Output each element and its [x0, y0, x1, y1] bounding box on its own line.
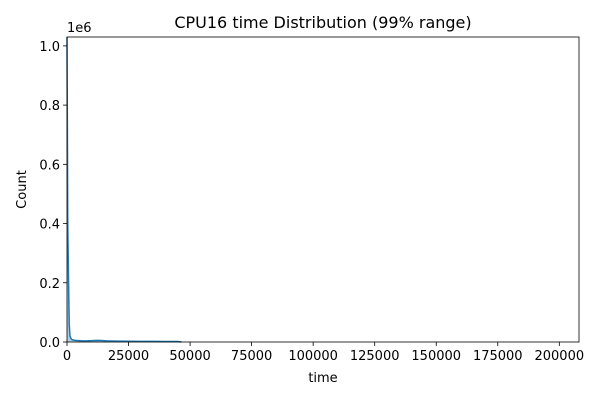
series-line — [66, 36, 182, 343]
x-tick-label: 50000 — [169, 349, 210, 364]
plot-frame — [66, 36, 580, 343]
y-axis-multiplier-label: 1e6 — [67, 21, 92, 36]
chart-title: CPU16 time Distribution (99% range) — [174, 13, 471, 32]
y-tick-label: 0.8 — [39, 99, 60, 114]
series-area-fill — [67, 37, 182, 342]
x-tick-label: 100000 — [288, 349, 338, 364]
y-tick-label: 0.6 — [39, 158, 60, 173]
x-tick-label: 150000 — [411, 349, 461, 364]
y-tick-label: 0.2 — [39, 277, 60, 292]
y-tick-label: 0.4 — [39, 218, 60, 233]
y-axis-label: Count — [15, 170, 30, 209]
x-axis-label: time — [308, 371, 337, 386]
y-tick-label: 0.0 — [39, 336, 60, 351]
y-tick-label: 1.0 — [39, 40, 60, 55]
x-tick-label: 25000 — [108, 349, 149, 364]
x-tick-label: 0 — [63, 349, 71, 364]
x-tick-label: 75000 — [231, 349, 272, 364]
axes-layer: 0 25000 50000 75000 100000 125000 150000 175000… — [39, 36, 584, 364]
x-tick-label: 125000 — [350, 349, 400, 364]
x-tick-label: 175000 — [473, 349, 523, 364]
x-tick-label: 200000 — [534, 349, 584, 364]
plot-layer — [66, 36, 182, 343]
